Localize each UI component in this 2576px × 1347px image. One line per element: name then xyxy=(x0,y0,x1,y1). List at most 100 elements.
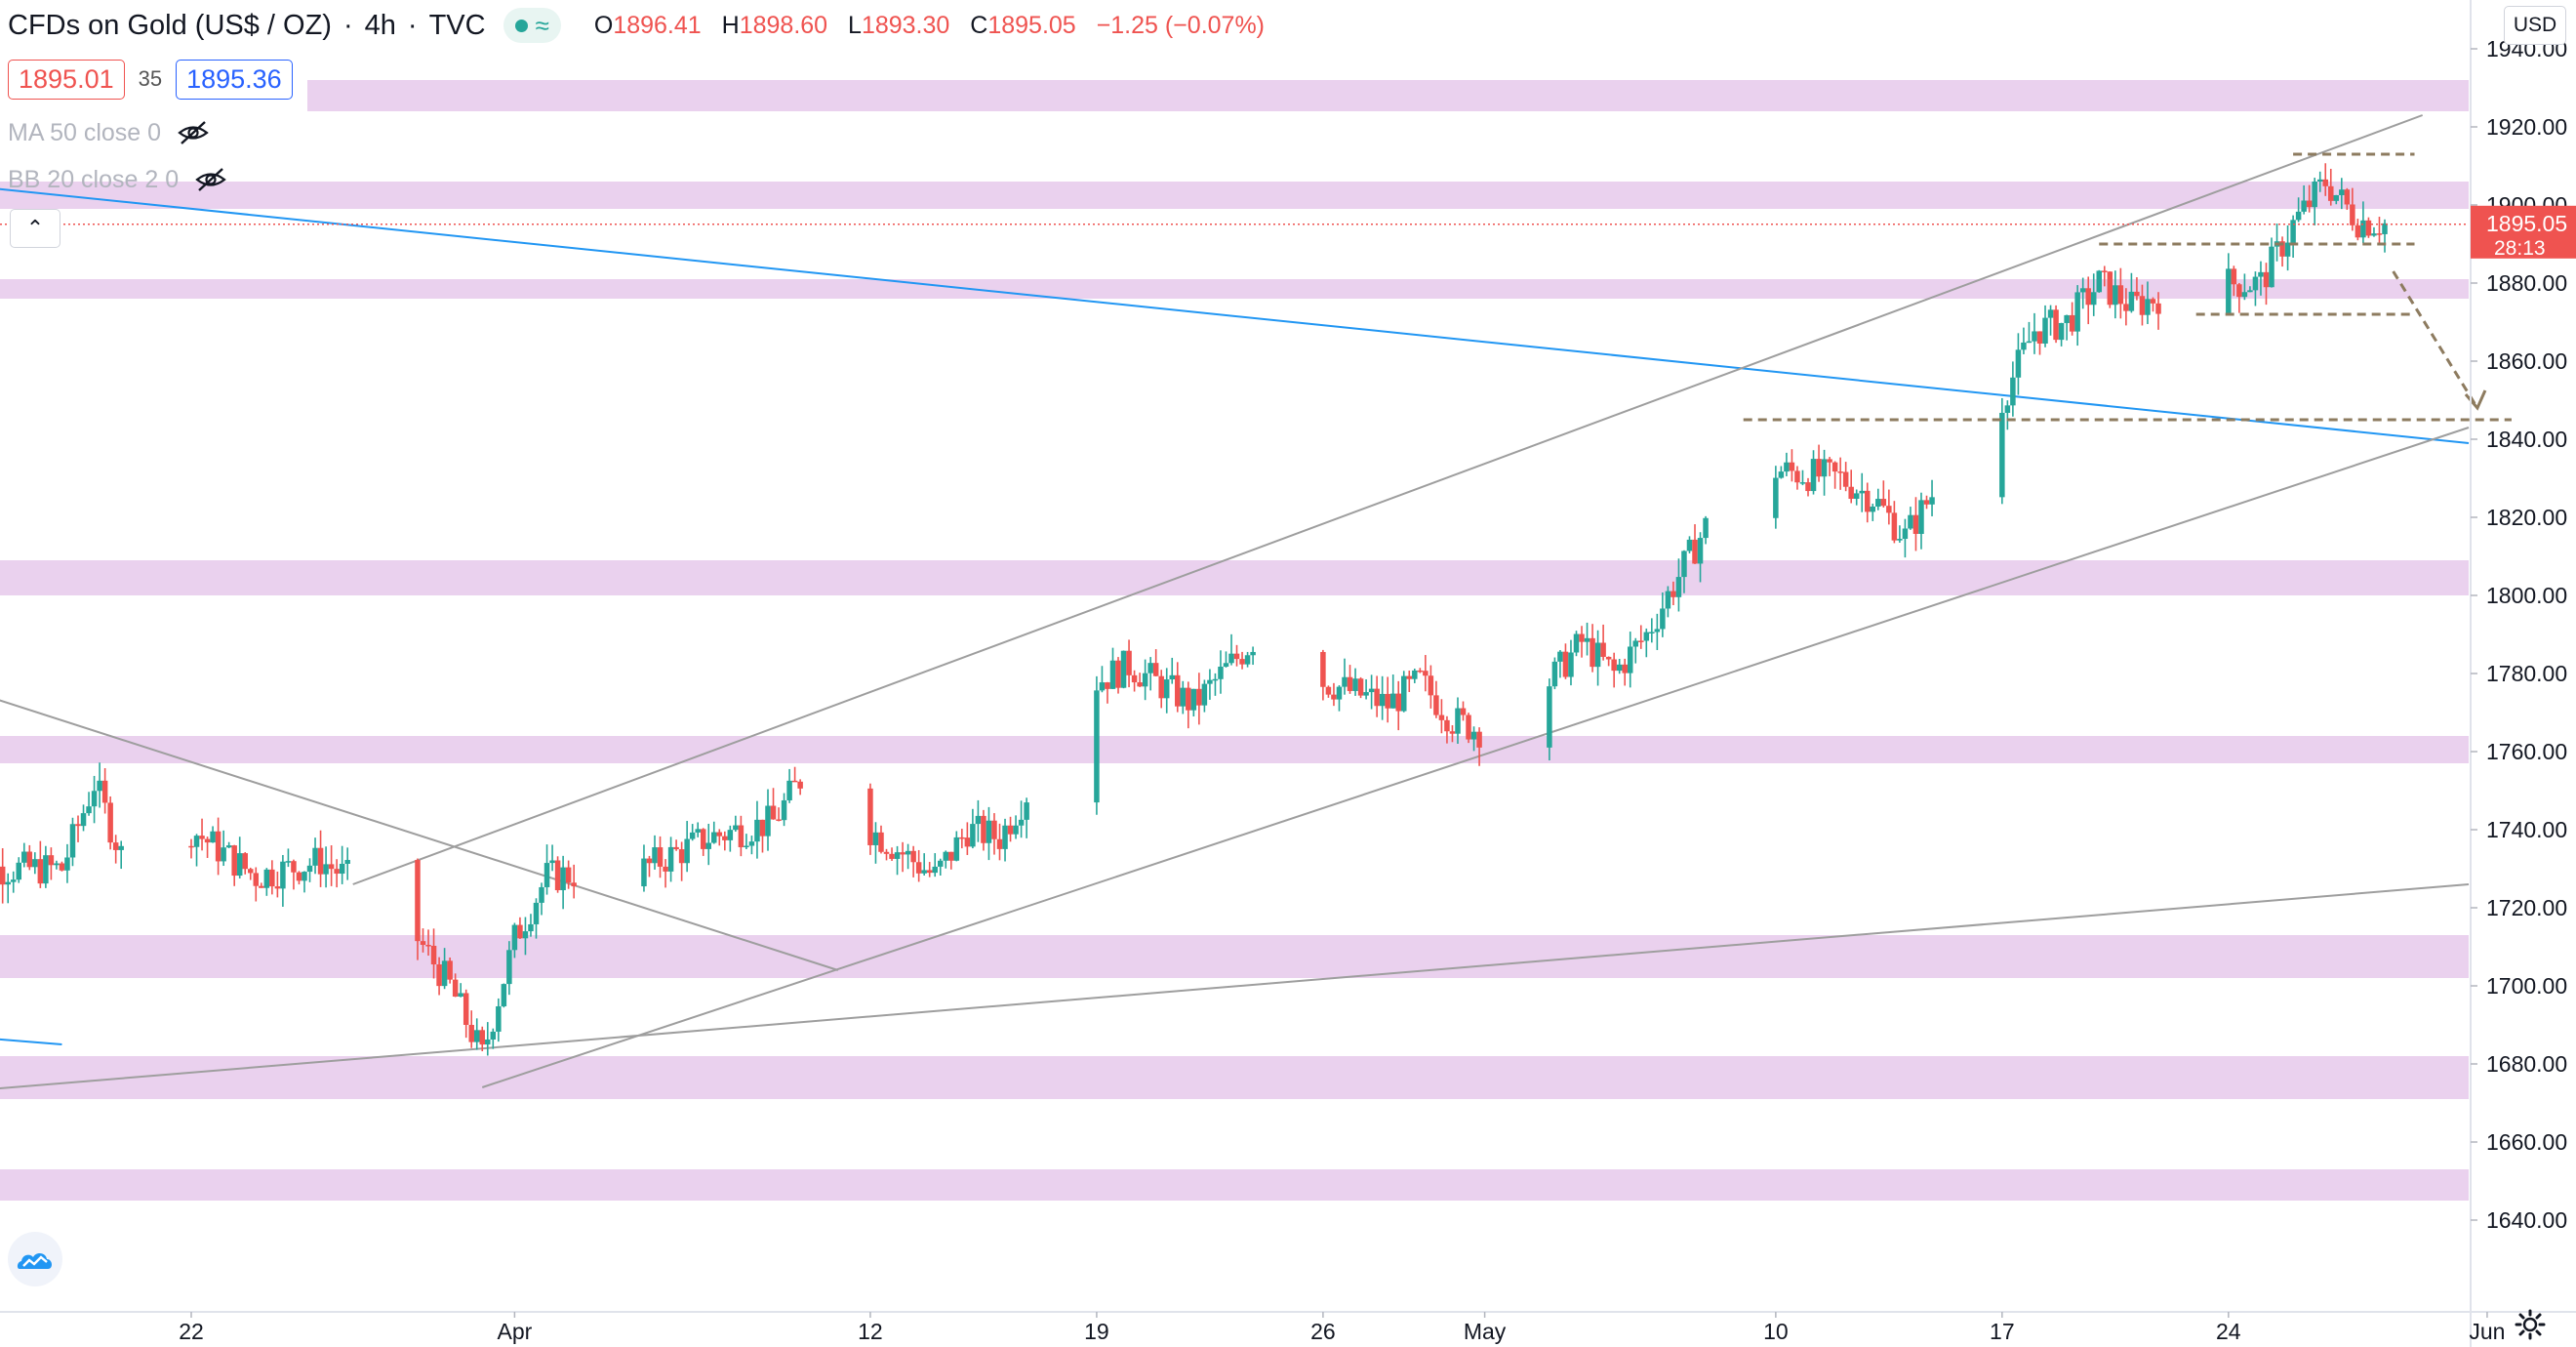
low-value: 1893.30 xyxy=(861,11,950,39)
candle-up xyxy=(2339,189,2345,195)
candle-down xyxy=(2123,304,2129,311)
candle-up xyxy=(225,845,232,848)
candle-down xyxy=(1233,653,1240,660)
buy-price-button[interactable]: 1895.36 xyxy=(176,59,293,100)
candle-down xyxy=(48,855,55,866)
candle-down xyxy=(468,1024,474,1042)
current-price-label: 1895.05 xyxy=(2486,211,2567,236)
candle-up xyxy=(193,836,200,847)
candle-up xyxy=(1584,637,1590,642)
gray-trendline xyxy=(0,883,2470,1090)
candle-down xyxy=(2322,179,2328,186)
candle-up xyxy=(1470,731,1477,740)
candle-down xyxy=(2350,204,2355,225)
settings-gear-icon[interactable] xyxy=(2514,1308,2547,1341)
candle-down xyxy=(959,837,965,839)
candle-up xyxy=(43,855,49,884)
sell-price-button[interactable]: 1895.01 xyxy=(8,59,125,100)
candle-down xyxy=(1605,656,1612,660)
candle-up xyxy=(1551,661,1558,687)
candle-down xyxy=(430,945,437,965)
resistance-zone xyxy=(0,736,2469,763)
candle-up xyxy=(2026,341,2033,344)
market-status-pill[interactable]: ≈ xyxy=(503,8,561,43)
indicator-bb[interactable]: BB 20 close 2 0 xyxy=(8,160,227,199)
candle-down xyxy=(415,860,421,942)
candle-down xyxy=(1670,591,1676,597)
candle-up xyxy=(1201,683,1208,706)
candle-down xyxy=(447,960,453,980)
candle-down xyxy=(1611,659,1617,672)
candle-down xyxy=(101,780,108,803)
candle-down xyxy=(259,885,264,888)
candle-down xyxy=(776,819,782,821)
candle-up xyxy=(263,869,270,888)
candle-down xyxy=(1831,462,1838,472)
candle-down xyxy=(996,838,1003,849)
price-label: 1700.00 xyxy=(2486,973,2567,999)
symbol-title[interactable]: CFDs on Gold (US$ / OZ) xyxy=(8,9,332,41)
candle-up xyxy=(221,847,226,862)
candle-down xyxy=(900,852,906,855)
candle-down xyxy=(317,847,324,875)
collapse-legend-button[interactable]: ⌃ xyxy=(10,209,60,248)
candle-down xyxy=(2355,224,2361,238)
ohlc-values: O1896.41 H1898.60 L1893.30 C1895.05 −1.2… xyxy=(594,12,1265,40)
candle-down xyxy=(1449,731,1456,734)
candle-up xyxy=(1547,686,1552,748)
candle-up xyxy=(1228,653,1234,664)
candle-up xyxy=(10,879,17,882)
candle-up xyxy=(1455,708,1461,734)
candle-down xyxy=(565,867,572,883)
candle-up xyxy=(2079,288,2086,293)
candle-up xyxy=(1573,633,1580,653)
candle-up xyxy=(54,863,60,866)
candle-down xyxy=(452,979,459,998)
candle-up xyxy=(1999,412,2005,498)
candle-up xyxy=(522,931,529,939)
candle-up xyxy=(1929,497,1935,505)
candle-up xyxy=(1632,640,1639,647)
arrow-head-icon xyxy=(2464,389,2487,411)
tradingview-logo[interactable] xyxy=(8,1232,62,1286)
candle-down xyxy=(738,825,745,847)
candle-up xyxy=(118,845,124,850)
candle-down xyxy=(1428,675,1434,696)
candle-up xyxy=(1557,651,1563,662)
candle-up xyxy=(786,780,792,800)
wave-icon: ≈ xyxy=(535,11,549,40)
eye-hidden-icon[interactable] xyxy=(177,120,210,145)
time-label: 22 xyxy=(179,1319,204,1344)
candle-down xyxy=(1794,470,1800,483)
eye-hidden-icon[interactable] xyxy=(194,167,227,192)
candle-down xyxy=(1923,500,1930,505)
currency-button[interactable]: USD xyxy=(2504,6,2566,45)
time-label: Apr xyxy=(498,1319,533,1344)
candle-down xyxy=(1126,650,1132,675)
interval-label[interactable]: 4h xyxy=(364,9,396,41)
candle-down xyxy=(981,815,986,843)
blue-trendline xyxy=(0,1038,62,1045)
candle-down xyxy=(107,802,113,843)
candle-down xyxy=(571,882,577,887)
candle-down xyxy=(26,851,33,868)
candle-up xyxy=(2010,377,2016,406)
candle-down xyxy=(479,1030,486,1045)
candle-down xyxy=(2069,314,2075,332)
candle-down xyxy=(554,860,561,891)
candle-up xyxy=(1654,629,1661,633)
candle-down xyxy=(1837,471,1843,473)
candle-up xyxy=(2371,233,2377,236)
candle-down xyxy=(204,838,211,843)
candle-up xyxy=(1773,477,1779,518)
candle-down xyxy=(1789,462,1795,471)
candle-down xyxy=(2107,271,2113,306)
candle-down xyxy=(188,845,194,848)
candle-down xyxy=(878,832,884,852)
indicator-ma[interactable]: MA 50 close 0 xyxy=(8,113,210,152)
candle-up xyxy=(970,824,976,847)
candle-down xyxy=(1622,664,1628,674)
candle-up xyxy=(1686,539,1693,551)
candle-up xyxy=(1799,482,1806,484)
